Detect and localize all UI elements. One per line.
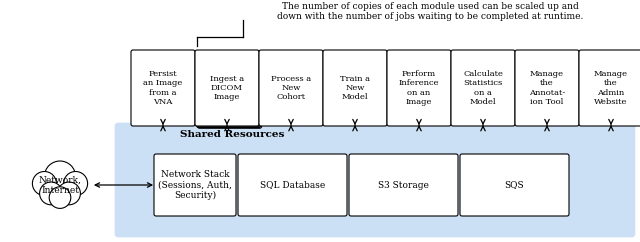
FancyBboxPatch shape bbox=[154, 154, 236, 216]
FancyBboxPatch shape bbox=[238, 154, 347, 216]
Circle shape bbox=[33, 172, 56, 196]
Circle shape bbox=[58, 182, 81, 205]
FancyBboxPatch shape bbox=[579, 50, 640, 126]
Text: SQS: SQS bbox=[505, 181, 524, 189]
Circle shape bbox=[49, 187, 71, 208]
Text: Train a
New
Model: Train a New Model bbox=[340, 75, 370, 101]
FancyBboxPatch shape bbox=[196, 51, 260, 127]
FancyBboxPatch shape bbox=[259, 50, 323, 126]
Text: Shared Resources: Shared Resources bbox=[180, 130, 284, 139]
Text: Manage
the
Admin
Website: Manage the Admin Website bbox=[594, 70, 628, 106]
Text: SQL Database: SQL Database bbox=[260, 181, 325, 189]
FancyBboxPatch shape bbox=[323, 50, 387, 126]
FancyBboxPatch shape bbox=[131, 50, 195, 126]
FancyBboxPatch shape bbox=[198, 52, 262, 128]
FancyBboxPatch shape bbox=[196, 52, 260, 128]
FancyBboxPatch shape bbox=[460, 154, 569, 216]
Text: Ingest a
DICOM
Image: Ingest a DICOM Image bbox=[210, 75, 244, 101]
Text: Manage
the
Annotat-
ion Tool: Manage the Annotat- ion Tool bbox=[529, 70, 565, 106]
Text: Perform
Inference
on an
Image: Perform Inference on an Image bbox=[399, 70, 439, 106]
Text: Network,
Internet: Network, Internet bbox=[38, 175, 81, 195]
Text: Process a
New
Cohort: Process a New Cohort bbox=[271, 75, 311, 101]
Circle shape bbox=[40, 182, 63, 205]
Text: The number of copies of each module used can be scaled up and
down with the numb: The number of copies of each module used… bbox=[277, 2, 583, 21]
Text: S3 Storage: S3 Storage bbox=[378, 181, 429, 189]
Circle shape bbox=[63, 172, 88, 196]
Text: Calculate
Statistics
on a
Model: Calculate Statistics on a Model bbox=[463, 70, 503, 106]
Text: Persist
an Image
from a
VNA: Persist an Image from a VNA bbox=[143, 70, 182, 106]
Text: Network Stack
(Sessions, Auth,
Security): Network Stack (Sessions, Auth, Security) bbox=[158, 170, 232, 200]
FancyBboxPatch shape bbox=[195, 50, 259, 126]
FancyBboxPatch shape bbox=[451, 50, 515, 126]
Circle shape bbox=[44, 161, 76, 192]
FancyBboxPatch shape bbox=[387, 50, 451, 126]
FancyBboxPatch shape bbox=[115, 123, 635, 237]
FancyBboxPatch shape bbox=[349, 154, 458, 216]
FancyBboxPatch shape bbox=[515, 50, 579, 126]
